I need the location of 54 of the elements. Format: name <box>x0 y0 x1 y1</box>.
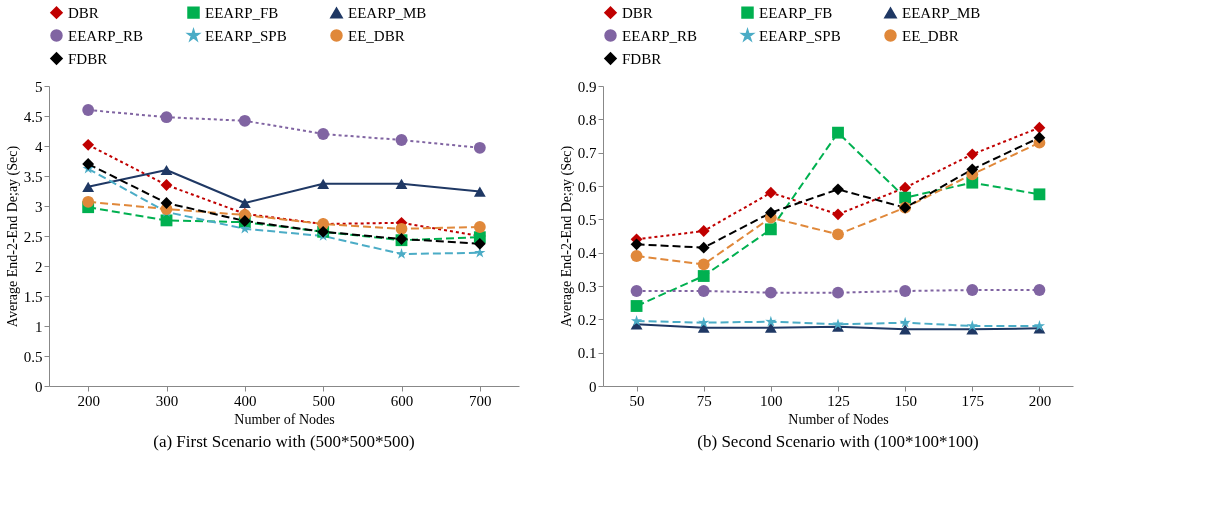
y-axis-title: Average End-2-End De;ay (Sec) <box>4 145 21 328</box>
y-tick-label: 1 <box>35 318 43 335</box>
x-tick-label: 700 <box>469 392 492 409</box>
y-tick-label: 0.4 <box>577 245 597 262</box>
x-tick-label: 500 <box>312 392 335 409</box>
legend-label: FDBR <box>68 50 108 67</box>
y-tick-label: 0.5 <box>23 348 43 365</box>
y-tick-label: 0 <box>35 378 43 395</box>
y-tick-label: 4 <box>35 138 43 155</box>
x-tick-label: 600 <box>390 392 414 409</box>
y-tick-label: 0.9 <box>577 78 597 95</box>
y-tick-label: 3 <box>35 198 43 215</box>
x-axis-title: Number of Nodes <box>234 411 335 427</box>
y-tick-label: 0.1 <box>577 345 597 362</box>
x-tick-label: 100 <box>760 392 783 409</box>
legend-label: DBR <box>68 4 99 21</box>
y-tick-label: 4.5 <box>23 108 43 125</box>
legend-label: EE_DBR <box>902 27 959 44</box>
legend-label: EEARP_RB <box>622 27 698 44</box>
text: (b) Second Scenario with (100*100*100) <box>697 432 979 451</box>
x-axis-title: Number of Nodes <box>788 411 889 427</box>
text: (a) First Scenario with (500*500*500) <box>153 432 415 451</box>
legend-label: DBR <box>622 4 653 21</box>
legend-label: EEARP_FB <box>759 4 833 21</box>
y-tick-label: 5 <box>35 78 43 95</box>
y-tick-label: 1.5 <box>23 288 43 305</box>
y-tick-label: 0.7 <box>577 145 597 162</box>
legend-label: FDBR <box>622 50 662 67</box>
legend-label: EEARP_MB <box>348 4 427 21</box>
y-tick-label: 0.2 <box>577 311 597 328</box>
y-tick-label: 0.5 <box>577 211 597 228</box>
legend-label: EE_DBR <box>348 27 405 44</box>
legend-label: EEARP_MB <box>902 4 981 21</box>
y-tick-label: 3.5 <box>23 168 43 185</box>
x-tick-label: 75 <box>696 392 712 409</box>
y-tick-label: 0.6 <box>577 178 597 195</box>
x-tick-label: 175 <box>961 392 985 409</box>
x-tick-label: 200 <box>1028 392 1052 409</box>
legend-label: EEARP_RB <box>68 27 144 44</box>
y-tick-label: 0.3 <box>577 278 597 295</box>
legend-label: EEARP_SPB <box>759 27 841 44</box>
x-tick-label: 300 <box>155 392 179 409</box>
y-axis-title: Average End-2-End De;ay (Sec) <box>558 145 575 328</box>
y-tick-label: 2 <box>35 258 43 275</box>
x-tick-label: 200 <box>77 392 100 409</box>
legend-label: EEARP_SPB <box>205 27 287 44</box>
y-tick-label: 0 <box>589 378 597 395</box>
y-tick-label: 2.5 <box>23 228 43 245</box>
legend-label: EEARP_FB <box>205 4 279 21</box>
x-tick-label: 150 <box>894 392 917 409</box>
x-tick-label: 50 <box>629 392 645 409</box>
y-tick-label: 0.8 <box>577 111 597 128</box>
x-tick-label: 400 <box>234 392 257 409</box>
x-tick-label: 125 <box>827 392 850 409</box>
